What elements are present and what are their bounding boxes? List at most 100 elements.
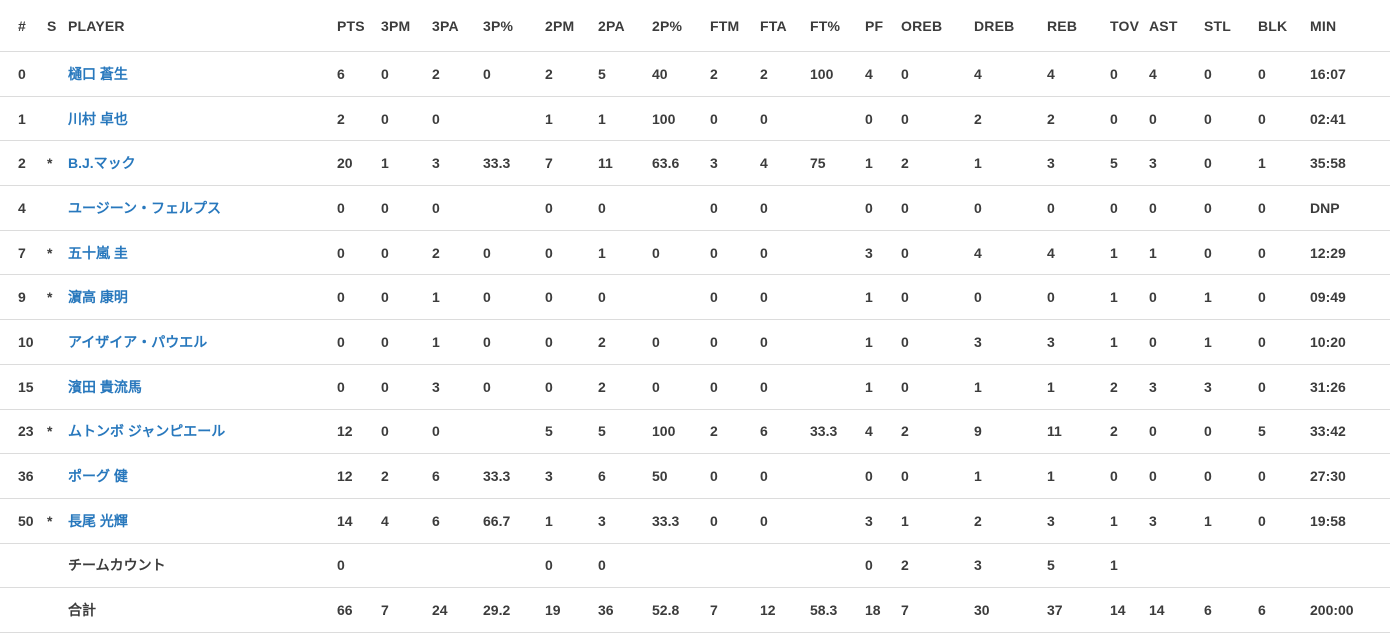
player-link[interactable]: ムトンボ ジャンピエール <box>68 409 337 455</box>
stat-cell: 200:00 <box>1310 587 1390 633</box>
stat-cell: 24 <box>432 587 483 633</box>
stat-cell: 0 <box>337 185 381 231</box>
player-link[interactable]: 樋口 蒼生 <box>68 51 337 97</box>
starter-flag <box>47 453 68 499</box>
stat-cell: 1 <box>974 140 1047 187</box>
column-header-ftm: FTM <box>710 0 760 52</box>
column-header-: # <box>0 0 47 52</box>
stat-cell: 1 <box>432 274 483 321</box>
player-link[interactable]: ポーグ 健 <box>68 453 337 499</box>
stat-cell: 58.3 <box>810 587 865 633</box>
stat-cell: 0 <box>1204 230 1258 276</box>
stat-cell: 0 <box>1149 319 1204 365</box>
stat-cell: 18 <box>865 587 901 633</box>
stat-cell: 1 <box>974 364 1047 410</box>
stat-cell: 30 <box>974 587 1047 633</box>
table-row: 2 * B.J.マック 20 1 3 33.3 7 11 63.6 3 4 75 1 2 1 3 5 3 0 1 35:5… <box>0 140 1390 187</box>
stat-cell: 100 <box>810 51 865 97</box>
stat-cell: 19:58 <box>1310 498 1390 544</box>
stat-cell: 02:41 <box>1310 96 1390 142</box>
table-row: 4 ユージーン・フェルプス 0 0 0 0 0 0 0 0 0 0 0 0 0 0 0 DNP <box>0 185 1390 231</box>
stat-cell: 1 <box>865 319 901 365</box>
stat-cell: 2 <box>901 140 974 187</box>
stat-cell: 0 <box>432 96 483 142</box>
column-header-pts: PTS <box>337 0 381 52</box>
stat-cell: 0 <box>381 185 432 231</box>
column-header-player: PLAYER <box>68 0 337 52</box>
stat-cell: 1 <box>865 364 901 410</box>
player-link[interactable]: ユージーン・フェルプス <box>68 185 337 231</box>
stat-cell: 100 <box>652 409 710 455</box>
stat-cell: 0 <box>1258 185 1310 231</box>
stat-cell: 33.3 <box>483 453 545 499</box>
player-link[interactable]: 濵高 康明 <box>68 274 337 321</box>
stat-cell: 1 <box>1110 274 1149 321</box>
player-link[interactable]: 五十嵐 圭 <box>68 230 337 276</box>
stat-cell: 0 <box>1149 185 1204 231</box>
starter-flag <box>47 587 68 633</box>
stat-cell: 9 <box>974 409 1047 455</box>
jersey-number <box>0 587 47 633</box>
stat-cell: 0 <box>652 364 710 410</box>
stat-cell: 0 <box>760 319 810 365</box>
stat-cell: 3 <box>974 543 1047 589</box>
table-row: 7 * 五十嵐 圭 0 0 2 0 0 1 0 0 0 3 0 4 4 1 1 0 0 12:29 <box>0 230 1390 276</box>
stat-cell: 0 <box>1258 51 1310 97</box>
stat-cell <box>1204 543 1258 589</box>
stat-cell <box>483 543 545 589</box>
stat-cell: 0 <box>760 185 810 231</box>
stat-cell: 0 <box>1149 274 1204 321</box>
stat-cell: 0 <box>710 319 760 365</box>
starter-flag <box>47 364 68 410</box>
stat-cell: 0 <box>1258 364 1310 410</box>
stat-cell: 7 <box>901 587 974 633</box>
stat-cell: 1 <box>1047 453 1110 499</box>
stat-cell: 1 <box>1110 319 1149 365</box>
stat-cell: 14 <box>337 498 381 544</box>
stat-cell: 0 <box>381 274 432 321</box>
stat-cell: 0 <box>974 274 1047 321</box>
stat-cell: 12 <box>337 453 381 499</box>
column-header-tov: TOV <box>1110 0 1149 52</box>
stat-cell: 0 <box>598 543 652 589</box>
stat-cell: 0 <box>1204 185 1258 231</box>
stat-cell <box>810 274 865 321</box>
stat-cell <box>760 543 810 589</box>
stat-cell <box>810 543 865 589</box>
player-link[interactable]: アイザイア・パウエル <box>68 319 337 365</box>
table-row: 0 樋口 蒼生 6 0 2 0 2 5 40 2 2 100 4 0 4 4 0 4 0 0 16:07 <box>0 51 1390 97</box>
stat-cell <box>1310 543 1390 589</box>
stat-cell: 66.7 <box>483 498 545 544</box>
jersey-number: 7 <box>0 230 47 276</box>
player-link[interactable]: B.J.マック <box>68 140 337 187</box>
table-row: 50 * 長尾 光輝 14 4 6 66.7 1 3 33.3 0 0 3 1 2 3 1 3 1 0 19:58 <box>0 498 1390 544</box>
jersey-number: 50 <box>0 498 47 544</box>
stat-cell <box>652 185 710 231</box>
stat-cell: 20 <box>337 140 381 187</box>
column-header-reb: REB <box>1047 0 1110 52</box>
stat-cell: 3 <box>1047 498 1110 544</box>
stat-cell: 0 <box>760 498 810 544</box>
stat-cell: 2 <box>974 96 1047 142</box>
stat-cell: 6 <box>760 409 810 455</box>
stat-cell: 3 <box>710 140 760 187</box>
stat-cell: 3 <box>865 498 901 544</box>
player-link[interactable]: 長尾 光輝 <box>68 498 337 544</box>
stat-cell: 0 <box>865 185 901 231</box>
stat-cell <box>483 96 545 142</box>
stat-cell: 2 <box>432 51 483 97</box>
stat-cell: 0 <box>710 364 760 410</box>
player-link[interactable]: 川村 卓也 <box>68 96 337 142</box>
stat-cell: 3 <box>1204 364 1258 410</box>
stat-cell: 2 <box>974 498 1047 544</box>
stat-cell: 2 <box>901 543 974 589</box>
stat-cell: 1 <box>1204 498 1258 544</box>
player-link[interactable]: 濱田 貴流馬 <box>68 364 337 410</box>
stat-cell: 0 <box>1110 185 1149 231</box>
stat-cell: 0 <box>760 96 810 142</box>
stat-cell: 3 <box>432 140 483 187</box>
stat-cell: 7 <box>381 587 432 633</box>
column-header-3pa: 3PA <box>432 0 483 52</box>
stat-cell: 0 <box>337 274 381 321</box>
table-row: 9 * 濵高 康明 0 0 1 0 0 0 0 0 1 0 0 0 1 0 1 0 09:49 <box>0 274 1390 321</box>
